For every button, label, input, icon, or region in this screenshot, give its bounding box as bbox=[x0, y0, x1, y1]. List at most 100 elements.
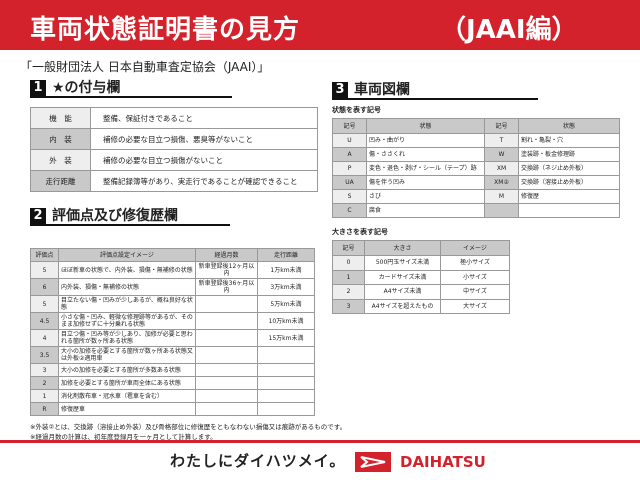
table-cell: 5 bbox=[30, 261, 59, 279]
table-row: 外 装補修の必要な目立つ損傷がないこと bbox=[30, 149, 318, 171]
table-cell: 大小の加修を必要とする箇所が数ヶ所ある状態又は外板②適用車 bbox=[58, 346, 196, 364]
table-cell: 1 bbox=[30, 389, 59, 403]
table-row: S さび M 修復歴 bbox=[332, 189, 620, 204]
section-title: ★の付与欄 bbox=[52, 80, 121, 96]
slogan-logo: わたしにダイハツメイ。 bbox=[170, 452, 346, 470]
table-row: 内 装補修の必要な目立つ損傷、悪臭等がないこと bbox=[30, 128, 318, 150]
table-cell bbox=[484, 203, 519, 218]
section-title: 車両図欄 bbox=[354, 82, 410, 98]
section-number: 2 bbox=[30, 208, 46, 224]
table-cell: 極小サイズ bbox=[440, 255, 510, 271]
column-header: 評価点設定イメージ bbox=[58, 248, 196, 262]
table-cell: 傷を伴う凹み bbox=[366, 175, 485, 190]
table-row: 5 ほぼ新車の状態で、内外装、損傷・無補修の状態 新車登録後12ヶ月以内 1万km未満 bbox=[30, 261, 315, 279]
table-row: 走行距離 整備記録簿等があり、実走行であることが確認できること bbox=[30, 170, 318, 192]
header-row: 記号 状態 記号 状態 bbox=[332, 118, 620, 134]
table-cell: UA bbox=[332, 175, 367, 190]
table-cell: 2 bbox=[30, 376, 59, 390]
notes: ※外装②とは、交換跡（溶接止め外装）及び骨格部位に修復歴をともなわない損傷又は痕… bbox=[30, 422, 346, 442]
table-cell: W bbox=[484, 147, 519, 162]
note-1: ※外装②とは、交換跡（溶接止め外装）及び骨格部位に修復歴をともなわない損傷又は痕… bbox=[30, 423, 347, 431]
table-cell bbox=[257, 363, 315, 377]
column-header: 経過月数 bbox=[195, 248, 258, 262]
table-cell: A bbox=[332, 147, 367, 162]
table-cell: 整備、保証付きであること bbox=[90, 107, 318, 129]
table-cell: A4サイズ未満 bbox=[364, 284, 441, 300]
table-cell: 交換跡（溶接止め外板） bbox=[518, 175, 620, 190]
column-header: 評価点 bbox=[30, 248, 59, 262]
table-cell: 500円玉サイズ未満 bbox=[364, 255, 441, 271]
header-row: 評価点 評価点設定イメージ 経過月数 走行距離 bbox=[30, 248, 315, 262]
table-row: R 修復歴車 bbox=[30, 402, 315, 416]
column-header: 状態 bbox=[366, 118, 485, 134]
table-cell: 3.5 bbox=[30, 346, 59, 364]
table-cell: R bbox=[30, 402, 59, 416]
table-cell bbox=[195, 312, 258, 330]
column-header: 走行距離 bbox=[257, 248, 315, 262]
table-row: 0 500円玉サイズ未満 極小サイズ bbox=[332, 255, 510, 271]
table-cell bbox=[195, 295, 258, 313]
table-cell: 補修の必要な目立つ損傷がないこと bbox=[90, 149, 318, 171]
table-row: U 凹み・曲がり T 割れ・亀裂・穴 bbox=[332, 133, 620, 148]
table-cell bbox=[518, 203, 620, 218]
table-cell: 小さな傷・凹み、軽微な修理跡等があるが、そのまま加修せずに十分乗れる状態 bbox=[58, 312, 196, 330]
table-cell: 1万km未満 bbox=[257, 261, 315, 279]
table-cell: 走行距離 bbox=[30, 170, 91, 192]
table-cell: 4.5 bbox=[30, 312, 59, 330]
rating-table: 評価点 評価点設定イメージ 経過月数 走行距離 5 ほぼ新車の状態で、内外装、損傷・無補修… bbox=[30, 248, 315, 416]
section-number: 1 bbox=[30, 80, 46, 96]
table-row: C 腐食 bbox=[332, 203, 620, 218]
section1-heading: 1 ★の付与欄 bbox=[30, 80, 232, 98]
table-cell: 変色・退色・剥げ・シール（テープ）跡 bbox=[366, 161, 485, 176]
table-cell: T bbox=[484, 133, 519, 148]
daihatsu-logo-icon bbox=[355, 452, 391, 472]
table-cell: 内 装 bbox=[30, 128, 91, 150]
header-row: 記号 大きさ イメージ bbox=[332, 240, 510, 256]
star-table: 機 能整備、保証付きであること内 装補修の必要な目立つ損傷、悪臭等がないこと外 … bbox=[30, 107, 318, 192]
table-row: 3 A4サイズを超えたもの 大サイズ bbox=[332, 298, 510, 314]
table-row: P 変色・退色・剥げ・シール（テープ）跡 XM 交換跡（ネジ止め外板） bbox=[332, 161, 620, 176]
table-cell: 塗装跡・板金修理跡 bbox=[518, 147, 620, 162]
column-header: 大きさ bbox=[364, 240, 441, 256]
table-cell bbox=[257, 346, 315, 364]
section-title: 評価点及び修復歴欄 bbox=[52, 208, 178, 224]
size-symbol-table: 記号 大きさ イメージ 0 500円玉サイズ未満 極小サイズ 1 カードサイズ未満 小サイズ 2 A… bbox=[332, 240, 510, 314]
table-cell: 6 bbox=[30, 278, 59, 296]
column-header: イメージ bbox=[440, 240, 510, 256]
table-cell: 5万km未満 bbox=[257, 295, 315, 313]
table-cell: C bbox=[332, 203, 367, 218]
table-cell bbox=[257, 376, 315, 390]
table-row: A 傷・ささくれ W 塗装跡・板金修理跡 bbox=[332, 147, 620, 162]
table-cell: 修復歴 bbox=[518, 189, 620, 204]
column-header: 記号 bbox=[332, 118, 367, 134]
state-caption: 状態を表す記号 bbox=[332, 106, 381, 114]
size-caption: 大きさを表す記号 bbox=[332, 228, 388, 236]
table-cell: 中サイズ bbox=[440, 284, 510, 300]
table-row: 4.5 小さな傷・凹み、軽微な修理跡等があるが、そのまま加修せずに十分乗れる状態 1… bbox=[30, 312, 315, 330]
table-cell bbox=[257, 389, 315, 403]
organization-name: 「一般財団法人 日本自動車査定協会（JAAI）」 bbox=[20, 60, 270, 74]
table-cell: 整備記録簿等があり、実走行であることが確認できること bbox=[90, 170, 318, 192]
table-row: 3 大小の加修を必要とする箇所が多数ある状態 bbox=[30, 363, 315, 377]
table-cell: 加修を必要とする箇所が車両全体にある状態 bbox=[58, 376, 196, 390]
table-cell: 修復歴車 bbox=[58, 402, 196, 416]
table-cell bbox=[195, 329, 258, 347]
brand-name: DAIHATSU bbox=[400, 453, 486, 471]
table-cell bbox=[257, 402, 315, 416]
table-cell: 割れ・亀裂・穴 bbox=[518, 133, 620, 148]
note-2: ※経過月数の計算は、初年度登録月を一ヶ月として計算します。 bbox=[30, 433, 217, 441]
table-cell: 3 bbox=[332, 298, 365, 314]
table-cell: 外 装 bbox=[30, 149, 91, 171]
table-row: 機 能整備、保証付きであること bbox=[30, 107, 318, 129]
table-cell: 15万km未満 bbox=[257, 329, 315, 347]
table-cell: A4サイズを超えたもの bbox=[364, 298, 441, 314]
left-column: 1 ★の付与欄 機 能整備、保証付きであること内 装補修の必要な目立つ損傷、悪臭… bbox=[30, 80, 346, 442]
table-row: 1 カードサイズ未満 小サイズ bbox=[332, 269, 510, 285]
table-row: 4 目立つ傷・凹み等が少しあり、加修が必要と思われる箇所が数ヶ所ある状態 15万km… bbox=[30, 329, 315, 347]
table-cell: 5 bbox=[30, 295, 59, 313]
table-cell: 新車登録後36ヶ月以内 bbox=[195, 278, 258, 296]
section3-heading: 3 車両図欄 bbox=[332, 82, 538, 100]
column-header: 状態 bbox=[518, 118, 620, 134]
table-row: 2 加修を必要とする箇所が車両全体にある状態 bbox=[30, 376, 315, 390]
table-cell: 内外装、損傷・無補修の状態 bbox=[58, 278, 196, 296]
